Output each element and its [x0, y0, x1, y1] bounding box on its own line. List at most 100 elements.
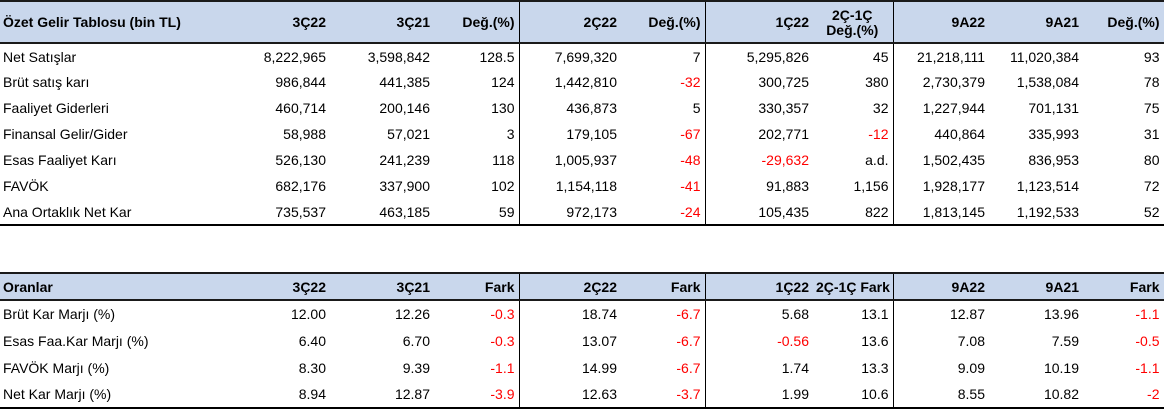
- value-cell: 13.1: [861, 306, 889, 322]
- value-cell: 241,239: [379, 152, 430, 168]
- value-cell: 105,435: [704, 199, 813, 226]
- column-header-line: Değ.(%): [826, 22, 879, 38]
- value-cell: 13.96: [1043, 306, 1079, 322]
- column-header: 3Ç21: [330, 0, 434, 44]
- value-cell: 701,131: [1028, 100, 1079, 116]
- value-cell: -2: [1083, 381, 1164, 409]
- value-cell: -0.3: [490, 332, 515, 349]
- value-cell: 1,005,937: [518, 147, 621, 173]
- value-cell: 12.87: [892, 300, 989, 327]
- value-cell: 13.6: [861, 332, 889, 349]
- value-cell: 13.3: [861, 359, 889, 376]
- value-cell: 7,699,320: [518, 43, 621, 69]
- value-cell: -29,632: [704, 147, 813, 173]
- value-cell: -3.7: [621, 381, 705, 409]
- value-cell: 45: [872, 48, 889, 65]
- income-row: Net Satışlar 8,222,965 3,598,842 128.5 7,699…: [0, 43, 1164, 69]
- column-header: 3Ç22: [224, 272, 330, 301]
- ratio-row: FAVÖK Marjı (%) 8.30 9.39 -1.1 14.99 -6.7 1.74…: [0, 354, 1164, 381]
- column-header: 9A21: [989, 272, 1083, 301]
- value-cell: 80: [1083, 147, 1164, 173]
- ratio-row: Net Kar Marjı (%) 8.94 12.87 -3.9 12.63 -3.7 1…: [0, 381, 1164, 409]
- row-label: Faaliyet Giderleri: [3, 100, 109, 116]
- value-cell: 58,988: [283, 126, 326, 142]
- column-header-line: 2Ç-1Ç: [832, 7, 873, 23]
- value-cell: 436,873: [518, 95, 621, 121]
- table-title: Özet Gelir Tablosu (bin TL): [0, 0, 224, 44]
- value-cell: 463,185: [330, 199, 434, 226]
- value-cell: 14.99: [518, 354, 621, 381]
- value-cell: 12.00: [290, 306, 326, 322]
- income-row: Faaliyet Giderleri 460,714 200,146 130 436,8…: [0, 95, 1164, 121]
- value-cell: 5,295,826: [704, 43, 813, 69]
- value-cell: -0.56: [704, 327, 813, 354]
- column-header: 1Ç22: [704, 272, 813, 301]
- column-header: 9A22: [892, 272, 989, 301]
- value-cell: 10.19: [1043, 359, 1079, 376]
- value-cell: 526,130: [275, 152, 326, 168]
- value-cell: 337,900: [379, 178, 430, 194]
- value-cell: 32: [872, 100, 889, 116]
- column-header: Fark: [621, 272, 705, 301]
- row-label: FAVÖK: [3, 178, 49, 194]
- value-cell: 735,537: [224, 199, 330, 226]
- value-cell: -67: [680, 126, 701, 142]
- value-cell: 1,154,118: [518, 173, 621, 199]
- value-cell: 1,442,810: [518, 69, 621, 95]
- value-cell: 3: [506, 126, 515, 142]
- value-cell: -0.3: [490, 306, 515, 322]
- value-cell: 12.63: [518, 381, 621, 409]
- value-cell: 10.6: [813, 381, 893, 409]
- value-cell: 972,173: [518, 199, 621, 226]
- column-header: 9A22: [892, 0, 989, 44]
- value-cell: 1,813,145: [892, 199, 989, 226]
- column-header: Fark: [434, 272, 519, 301]
- table-title: Oranlar: [0, 272, 224, 301]
- column-header: Değ.(%): [434, 0, 519, 44]
- value-cell: 130: [491, 100, 515, 116]
- value-cell: 78: [1083, 69, 1164, 95]
- value-cell: 1.74: [704, 354, 813, 381]
- value-cell: 13.07: [518, 327, 621, 354]
- ratios-header-row: Oranlar 3Ç22 3Ç21 Fark 2Ç22 Fark 1Ç22 2Ç-1Ç Far…: [0, 272, 1164, 301]
- value-cell: 102: [491, 178, 515, 194]
- value-cell: 202,771: [704, 121, 813, 147]
- value-cell: 441,385: [379, 74, 430, 90]
- value-cell: 10.82: [989, 381, 1083, 409]
- value-cell: -24: [621, 199, 705, 226]
- value-cell: 7: [692, 48, 701, 65]
- value-cell: -1.1: [1083, 354, 1164, 381]
- row-label: FAVÖK Marjı (%): [3, 359, 110, 376]
- value-cell: 8.94: [224, 381, 330, 409]
- value-cell: 1,928,177: [892, 173, 989, 199]
- value-cell: 9.39: [402, 359, 430, 376]
- value-cell: 200,146: [379, 100, 430, 116]
- ratios-table: Oranlar 3Ç22 3Ç21 Fark 2Ç22 Fark 1Ç22 2Ç-1Ç Far…: [0, 272, 1164, 409]
- row-label: Finansal Gelir/Gider: [3, 126, 128, 142]
- value-cell: -41: [680, 178, 701, 194]
- value-cell: -32: [680, 74, 701, 90]
- value-cell: 118: [492, 152, 515, 168]
- value-cell: -6.7: [676, 359, 701, 376]
- value-cell: a.d.: [865, 152, 889, 168]
- value-cell: 440,864: [892, 121, 989, 147]
- value-cell: 7.08: [892, 327, 989, 354]
- value-cell: 93: [1083, 43, 1164, 69]
- income-row: FAVÖK 682,176 337,900 102 1,154,118 -41 91,883…: [0, 173, 1164, 199]
- value-cell: 1,123,514: [1016, 178, 1079, 194]
- value-cell: 3,598,842: [367, 48, 430, 65]
- value-cell: 91,883: [704, 173, 813, 199]
- value-cell: -3.9: [434, 381, 519, 409]
- value-cell: -48: [680, 152, 701, 168]
- value-cell: 128.5: [479, 48, 515, 65]
- value-cell: 179,105: [518, 121, 621, 147]
- income-statement-table: Özet Gelir Tablosu (bin TL) 3Ç22 3Ç21 Değ.(…: [0, 0, 1164, 226]
- column-header: Değ.(%): [1083, 0, 1164, 44]
- value-cell: 8.55: [892, 381, 989, 409]
- value-cell: 682,176: [275, 178, 326, 194]
- value-cell: 1,502,435: [892, 147, 989, 173]
- value-cell: 330,357: [704, 95, 813, 121]
- value-cell: 335,993: [1028, 126, 1079, 142]
- column-header: 2Ç22: [518, 0, 621, 44]
- value-cell: 1,227,944: [892, 95, 989, 121]
